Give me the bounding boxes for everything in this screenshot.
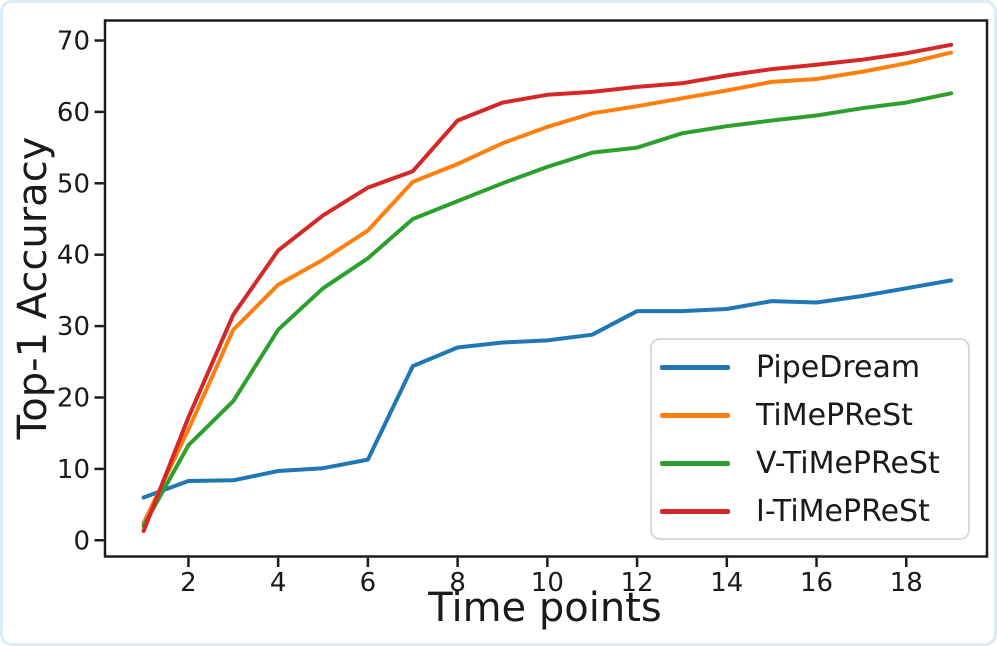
svg-text:20: 20 — [57, 383, 90, 413]
legend-label: TiMePReSt — [756, 397, 913, 433]
svg-text:10: 10 — [531, 568, 564, 598]
legend-row-v-timeprest: V-TiMePReSt — [652, 439, 968, 487]
legend-line-sample-icon — [660, 508, 730, 514]
svg-text:16: 16 — [800, 568, 833, 598]
svg-text:12: 12 — [621, 568, 654, 598]
svg-text:0: 0 — [73, 526, 90, 556]
legend-label: V-TiMePReSt — [756, 445, 940, 481]
svg-text:30: 30 — [57, 312, 90, 342]
svg-text:2: 2 — [180, 568, 197, 598]
svg-text:4: 4 — [270, 568, 287, 598]
svg-text:8: 8 — [449, 568, 466, 598]
legend-line-sample-icon — [660, 460, 730, 466]
svg-text:50: 50 — [57, 169, 90, 199]
svg-text:18: 18 — [890, 568, 923, 598]
legend-line-sample-icon — [660, 364, 730, 370]
y-axis-label: Top-1 Accuracy — [10, 136, 56, 440]
legend-label: PipeDream — [756, 349, 921, 385]
legend-label: I-TiMePReSt — [756, 493, 930, 529]
legend: PipeDream TiMePReSt V-TiMePReSt I-TiMePR… — [650, 338, 970, 540]
svg-text:70: 70 — [57, 26, 90, 56]
legend-line-sample-icon — [660, 412, 730, 418]
legend-row-timeprest: TiMePReSt — [652, 391, 968, 439]
plot-area: 2 4 6 8 10 12 14 16 18 0 10 20 30 40 50 60 70 — [57, 19, 989, 598]
legend-row-pipedream: PipeDream — [652, 343, 968, 391]
svg-text:14: 14 — [710, 568, 743, 598]
svg-text:60: 60 — [57, 98, 90, 128]
svg-text:6: 6 — [360, 568, 377, 598]
x-axis-label: Time points — [428, 585, 662, 631]
svg-text:40: 40 — [57, 241, 90, 271]
svg-text:10: 10 — [57, 455, 90, 485]
legend-row-i-timeprest: I-TiMePReSt — [652, 487, 968, 535]
